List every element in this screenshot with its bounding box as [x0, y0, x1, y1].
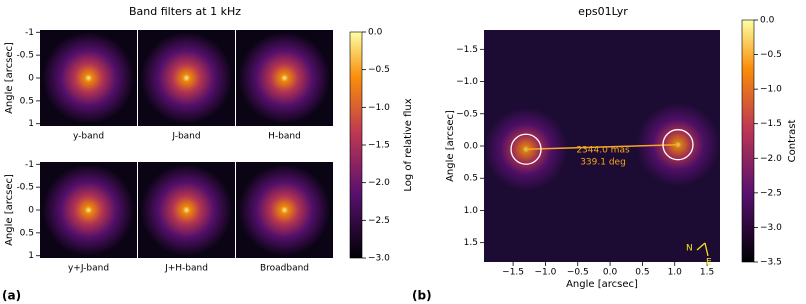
image-label: J-band: [171, 132, 200, 142]
source-ring: [662, 129, 694, 161]
colorbar-tick-label: 0.0: [760, 16, 775, 26]
image-label: H-band: [268, 132, 301, 142]
x-tick-label: −0.5: [567, 268, 589, 278]
psf-halo: [140, 164, 233, 256]
y-axis-label: Angle [arcsec]: [445, 110, 456, 182]
y-tick-label: 0.5: [464, 174, 478, 184]
colorbar-label: Contrast: [787, 120, 798, 163]
separation-line: [526, 143, 678, 150]
colorbar: [741, 19, 755, 263]
panel-b-label: (b): [412, 289, 432, 303]
y-tick-label: 1.5: [464, 238, 478, 248]
y-tick-label: 1: [28, 251, 34, 261]
x-tick-label: 1.5: [700, 268, 714, 278]
y-tick-label: -1: [25, 28, 34, 38]
colorbar-tick-label: −3.0: [760, 223, 782, 233]
colorbar-tick-label: −1.5: [760, 119, 782, 129]
x-axis-label: Angle [arcsec]: [566, 279, 638, 290]
y-tick-label: -0.5: [16, 183, 34, 193]
colorbar-tick-label: −0.5: [760, 50, 782, 60]
colorbar-tick-label: −1.0: [760, 85, 782, 95]
colorbar-tick-label: −1.0: [368, 103, 390, 113]
y-tick-label: 1.0: [464, 206, 479, 216]
compass: [696, 242, 709, 257]
y-tick-label: −1.5: [456, 45, 478, 55]
colorbar-tick-label: −3.5: [760, 258, 782, 268]
y-axis-label: Angle [arcsec]: [4, 42, 15, 114]
panel-a-title: Band filters at 1 kHz: [129, 5, 241, 18]
image-label: J+H-band: [164, 264, 208, 274]
colorbar-tick-label: −2.5: [760, 188, 782, 198]
separation-label: 2344.0 mas: [576, 146, 630, 156]
image-label: y+J-band: [68, 264, 109, 274]
panel-b-title: eps01Lyr: [578, 5, 628, 18]
image-label: Broadband: [260, 264, 309, 274]
angle-label: 339.1 deg: [580, 158, 626, 168]
colorbar: [349, 31, 363, 259]
colorbar-tick-label: −2.0: [760, 154, 782, 164]
x-tick-label: −1.0: [534, 268, 556, 278]
colorbar-tick-label: −2.5: [368, 216, 390, 226]
colorbar-tick-label: −3.0: [368, 254, 390, 264]
psf-halo: [238, 32, 331, 124]
y-tick-label: 0: [28, 74, 34, 84]
psf-halo: [42, 32, 135, 124]
y-tick-label: 0.5: [20, 96, 34, 106]
x-tick-label: 0.5: [635, 268, 649, 278]
y-tick-label: 0.0: [464, 142, 479, 152]
colorbar-tick-label: −2.0: [368, 178, 390, 188]
panel-a-label: (a): [2, 289, 21, 303]
y-tick-label: -0.5: [16, 51, 34, 61]
y-tick-label: -1: [25, 160, 34, 170]
y-tick-label: −1.0: [456, 77, 478, 87]
x-tick-label: −1.5: [502, 268, 524, 278]
x-tick-label: 1.0: [668, 268, 683, 278]
y-tick-label: 1: [28, 119, 34, 129]
image-label: y-band: [73, 132, 104, 142]
psf-halo: [42, 164, 135, 256]
y-axis-label: Angle [arcsec]: [4, 174, 15, 246]
compass-e: E: [706, 258, 712, 268]
y-tick-label: −0.5: [456, 109, 478, 119]
x-tick-label: 0.0: [603, 268, 618, 278]
psf-halo: [140, 32, 233, 124]
y-tick-label: 0.5: [20, 228, 34, 238]
compass-n: N: [686, 244, 693, 254]
source-ring: [510, 133, 542, 165]
y-tick-label: 0: [28, 206, 34, 216]
colorbar-tick-label: 0.0: [368, 28, 383, 38]
colorbar-label: Log of relative flux: [403, 98, 414, 191]
colorbar-tick-label: −1.5: [368, 141, 390, 151]
colorbar-tick-label: −0.5: [368, 65, 390, 75]
psf-halo: [238, 164, 331, 256]
